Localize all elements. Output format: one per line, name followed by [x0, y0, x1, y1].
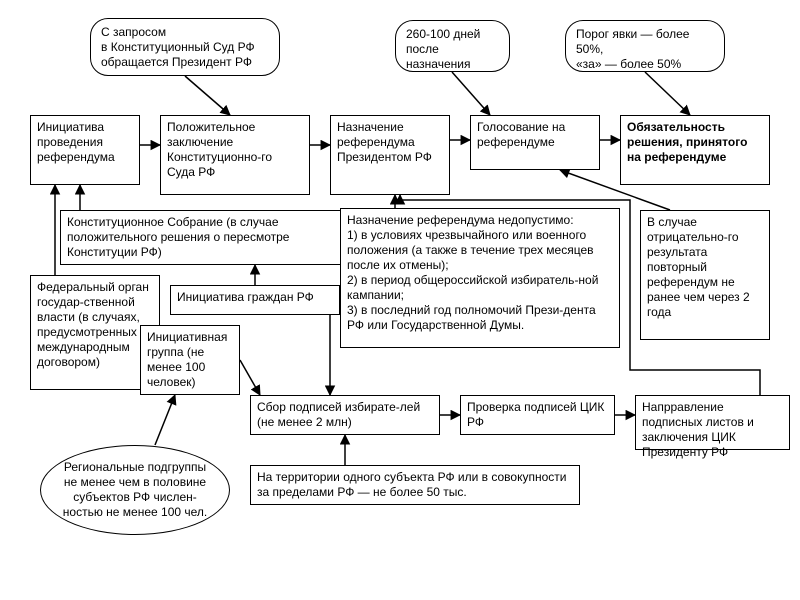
node-box_init_group: Инициативная группа (не менее 100 челове…: [140, 325, 240, 395]
node-box_citizens: Инициатива граждан РФ: [170, 285, 340, 315]
node-box_inadmissible: Назначение референдума недопустимо:1) в …: [340, 208, 620, 348]
edge-box_init_group-box_signatures: [240, 360, 260, 395]
edge-bubble_threshold-box_binding: [645, 72, 690, 115]
node-box_signatures: Сбор подписей избирате-лей (не менее 2 м…: [250, 395, 440, 435]
node-bubble_days: 260-100 дней после назначения: [395, 20, 510, 72]
edge-bubble_days-box_vote: [452, 72, 490, 115]
node-bubble_threshold: Порог явки — более 50%,«за» — более 50%: [565, 20, 725, 72]
node-box_appoint: Назначение референдума Президентом РФ: [330, 115, 450, 195]
edge-bubble_request-box_positive: [185, 76, 230, 115]
node-box_positive: Положительное заключение Конституционно-…: [160, 115, 310, 195]
node-box_negative: В случае отрицательно-го результата повт…: [640, 210, 770, 340]
node-box_check: Проверка подписей ЦИК РФ: [460, 395, 615, 435]
node-box_binding: Обязательность решения, принятого на реф…: [620, 115, 770, 185]
node-bubble_request: С запросомв Конституционный Суд РФ обращ…: [90, 18, 280, 76]
node-box_vote: Голосование на референдуме: [470, 115, 600, 170]
node-ellipse_regional: Региональные подгруппыне менее чем в пол…: [40, 445, 230, 535]
node-box_initiative: Инициатива проведения референдума: [30, 115, 140, 185]
node-box_forward: Напрравление подписных листов и заключен…: [635, 395, 790, 450]
edge-ellipse_regional-box_init_group: [155, 395, 175, 445]
node-box_const_assembly: Конституционное Собрание (в случае полож…: [60, 210, 350, 265]
node-box_territory: На территории одного субъекта РФ или в с…: [250, 465, 580, 505]
